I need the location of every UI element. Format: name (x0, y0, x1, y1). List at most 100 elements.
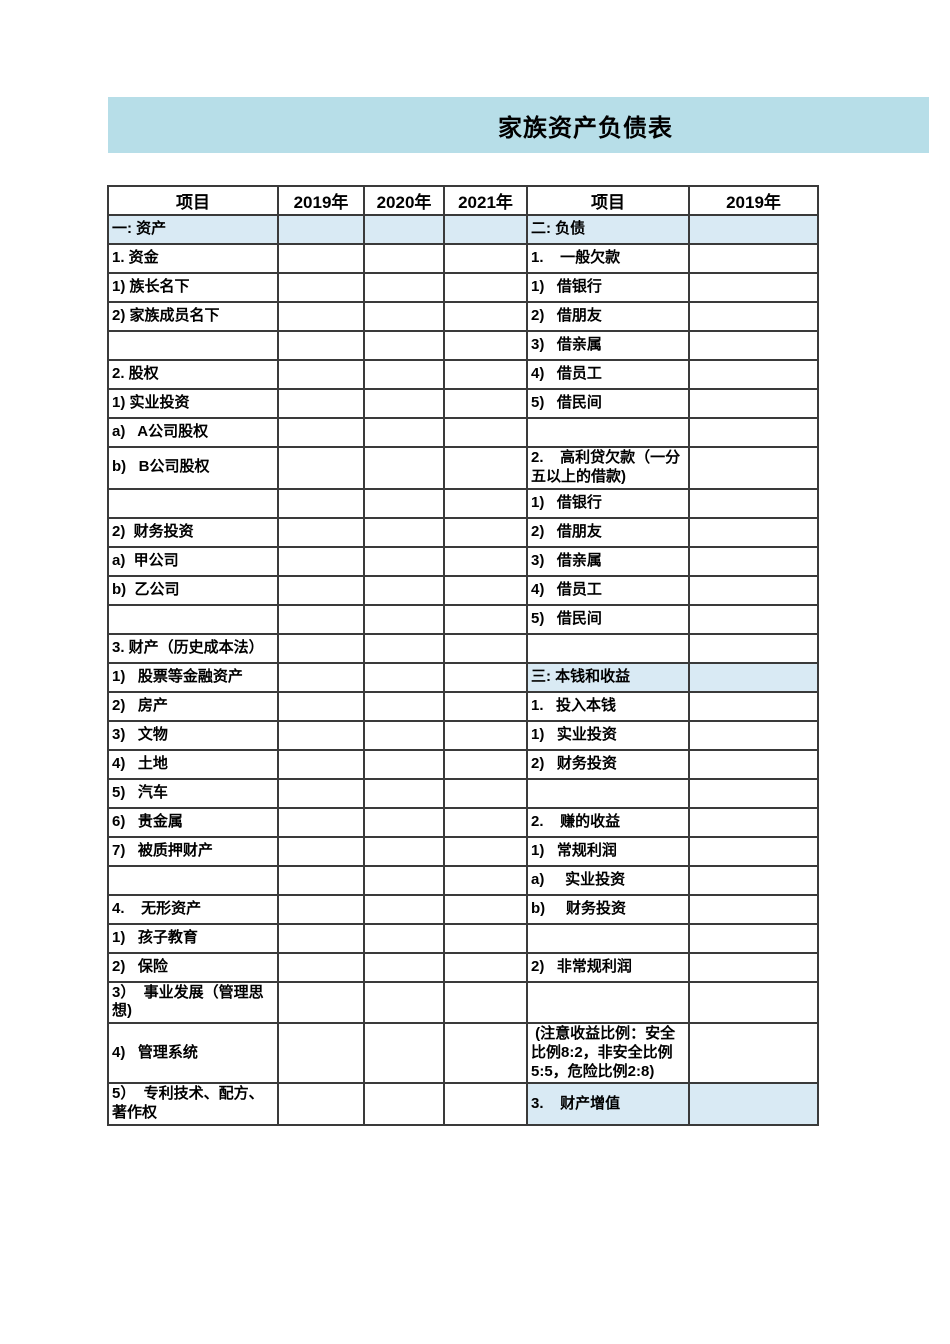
table-row: b) B公司股权 2. 高利贷欠款（一分五以上的借款) (107, 446, 819, 490)
value-cell-2021-left (443, 446, 528, 490)
value-cell-2021-left (443, 487, 528, 519)
value-cell-2019-left (277, 272, 365, 303)
table-row: b) 乙公司 4) 借员工 (107, 574, 819, 606)
value-cell-2021-left (443, 1021, 528, 1085)
value-cell-2019-right (688, 214, 819, 245)
item-cell-right: 5) 借民间 (526, 603, 690, 635)
value-cell-2019-left (277, 661, 365, 693)
item-cell-right: 3) 借亲属 (526, 330, 690, 361)
item-cell-left (107, 603, 279, 635)
value-cell-2019-right (688, 951, 819, 983)
table-row: 7) 被质押财产 1) 常规利润 (107, 835, 819, 867)
value-cell-2020-left (363, 603, 445, 635)
value-cell-2021-left (443, 388, 528, 419)
value-cell-2021-left (443, 864, 528, 896)
value-cell-2019-right (688, 777, 819, 809)
value-cell-2020-left (363, 632, 445, 664)
value-cell-2019-right (688, 487, 819, 519)
value-cell-2021-left (443, 893, 528, 925)
table-row: 1. 资金 1. 一般欠款 (107, 243, 819, 274)
value-cell-2021-left (443, 922, 528, 954)
item-cell-right: 2) 财务投资 (526, 748, 690, 780)
table-row: 4) 土地 2) 财务投资 (107, 748, 819, 780)
value-cell-2019-right (688, 806, 819, 838)
item-cell-left: 3) 文物 (107, 719, 279, 751)
item-cell-left: 2) 房产 (107, 690, 279, 722)
value-cell-2021-left (443, 330, 528, 361)
value-cell-2021-left (443, 951, 528, 983)
value-cell-2019-left (277, 951, 365, 983)
item-cell-right (526, 922, 690, 954)
value-cell-2020-left (363, 864, 445, 896)
value-cell-2020-left (363, 980, 445, 1024)
title-banner: 家族资产负债表 (108, 97, 929, 153)
item-cell-right: 4) 借员工 (526, 359, 690, 390)
value-cell-2020-left (363, 690, 445, 722)
value-cell-2019-right (688, 719, 819, 751)
value-cell-2019-left (277, 359, 365, 390)
value-cell-2019-right (688, 388, 819, 419)
item-cell-left: 1) 股票等金融资产 (107, 661, 279, 693)
item-cell-right: 1. 投入本钱 (526, 690, 690, 722)
value-cell-2021-left (443, 777, 528, 809)
value-cell-2019-left (277, 835, 365, 867)
table-row: 3. 财产（历史成本法） (107, 632, 819, 664)
item-cell-left: 2) 财务投资 (107, 516, 279, 548)
value-cell-2020-left (363, 545, 445, 577)
header-item-right: 项目 (526, 185, 690, 216)
value-cell-2021-left (443, 632, 528, 664)
item-cell-right (526, 417, 690, 448)
value-cell-2020-left (363, 359, 445, 390)
item-cell-left: 3） 事业发展（管理思想) (107, 980, 279, 1024)
table-row: 1) 孩子教育 (107, 922, 819, 954)
value-cell-2019-right (688, 545, 819, 577)
value-cell-2019-left (277, 777, 365, 809)
value-cell-2021-left (443, 574, 528, 606)
value-cell-2019-left (277, 214, 365, 245)
table-row: 5) 汽车 (107, 777, 819, 809)
value-cell-2019-left (277, 980, 365, 1024)
value-cell-2019-left (277, 719, 365, 751)
table-row: a) 甲公司 3) 借亲属 (107, 545, 819, 577)
balance-sheet-table: 项目 2019年 2020年 2021年 项目 2019年 一: 资产 二: 负债… (107, 185, 819, 1126)
value-cell-2019-right (688, 417, 819, 448)
value-cell-2019-right (688, 864, 819, 896)
value-cell-2020-left (363, 214, 445, 245)
value-cell-2019-right (688, 661, 819, 693)
value-cell-2019-left (277, 806, 365, 838)
item-cell-right: 5) 借民间 (526, 388, 690, 419)
value-cell-2020-left (363, 243, 445, 274)
value-cell-2020-left (363, 806, 445, 838)
value-cell-2020-left (363, 446, 445, 490)
value-cell-2019-left (277, 330, 365, 361)
value-cell-2019-left (277, 417, 365, 448)
table-row: 3) 借亲属 (107, 330, 819, 361)
item-cell-right: 3) 借亲属 (526, 545, 690, 577)
value-cell-2021-left (443, 272, 528, 303)
item-cell-right: 1. 一般欠款 (526, 243, 690, 274)
value-cell-2019-left (277, 487, 365, 519)
item-cell-right: 1) 实业投资 (526, 719, 690, 751)
table-row: 6) 贵金属 2. 赚的收益 (107, 806, 819, 838)
value-cell-2021-left (443, 661, 528, 693)
item-cell-right: 2) 借朋友 (526, 516, 690, 548)
item-cell-right: 二: 负债 (526, 214, 690, 245)
table-row: 2) 房产 1. 投入本钱 (107, 690, 819, 722)
item-cell-right: 1) 借银行 (526, 487, 690, 519)
item-cell-right: (注意收益比例：安全比例8:2，非安全比例5:5，危险比例2:8) (526, 1021, 690, 1085)
page-title: 家族资产负债表 (498, 114, 673, 142)
value-cell-2019-left (277, 603, 365, 635)
value-cell-2019-left (277, 388, 365, 419)
value-cell-2021-left (443, 835, 528, 867)
item-cell-right: 4) 借员工 (526, 574, 690, 606)
value-cell-2019-left (277, 243, 365, 274)
value-cell-2021-left (443, 417, 528, 448)
value-cell-2019-left (277, 748, 365, 780)
value-cell-2021-left (443, 243, 528, 274)
value-cell-2019-right (688, 603, 819, 635)
item-cell-right: 3. 财产增值 (526, 1082, 690, 1126)
item-cell-left: 2) 家族成员名下 (107, 301, 279, 332)
table-row: 5) 借民间 (107, 603, 819, 635)
value-cell-2019-right (688, 243, 819, 274)
value-cell-2020-left (363, 951, 445, 983)
